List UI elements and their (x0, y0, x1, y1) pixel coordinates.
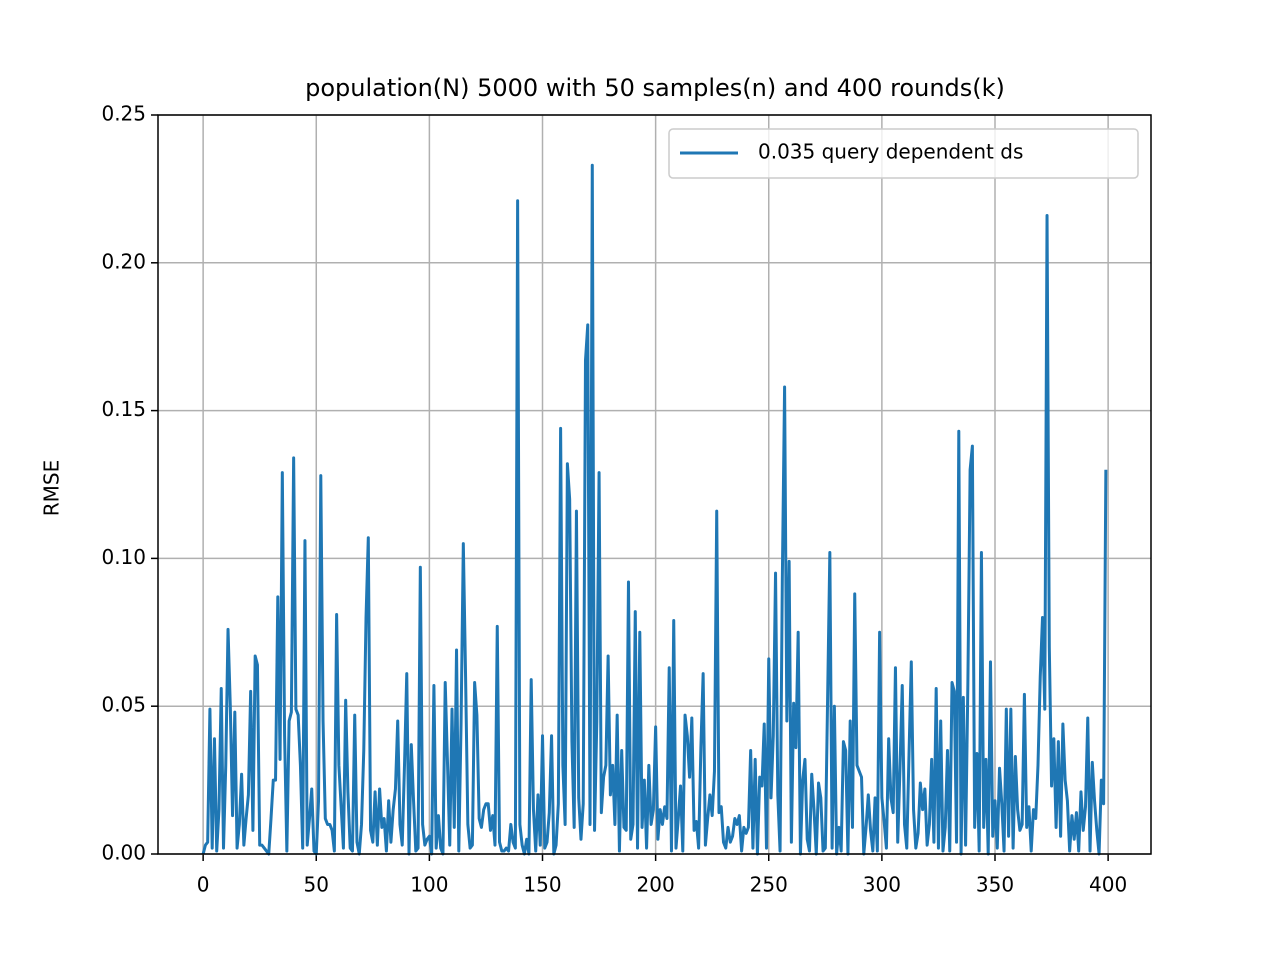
x-tick-label: 50 (304, 873, 329, 897)
y-axis-label: RMSE (40, 460, 64, 516)
y-tick-label: 0.15 (101, 397, 146, 421)
legend-box (668, 128, 1139, 179)
axes-frame (157, 114, 1152, 855)
x-tick-label: 150 (523, 873, 561, 897)
y-tick-label: 0.10 (101, 545, 146, 569)
y-tick-label: 0.25 (101, 102, 146, 126)
x-tick-label: 400 (1089, 873, 1127, 897)
x-tick-label: 350 (976, 873, 1014, 897)
y-tick-label: 0.20 (101, 249, 146, 273)
x-tick-label: 100 (410, 873, 448, 897)
data-line (201, 163, 1108, 856)
y-tick-label: 0.05 (101, 693, 146, 717)
chart-title: population(N) 5000 with 50 samples(n) an… (305, 74, 1005, 102)
legend-label: 0.035 query dependent ds (758, 140, 1023, 164)
x-tick-label: 200 (637, 873, 675, 897)
y-tick-label: 0.00 (101, 841, 146, 865)
x-tick-label: 0 (197, 873, 210, 897)
x-tick-label: 250 (750, 873, 788, 897)
x-tick-label: 300 (863, 873, 901, 897)
